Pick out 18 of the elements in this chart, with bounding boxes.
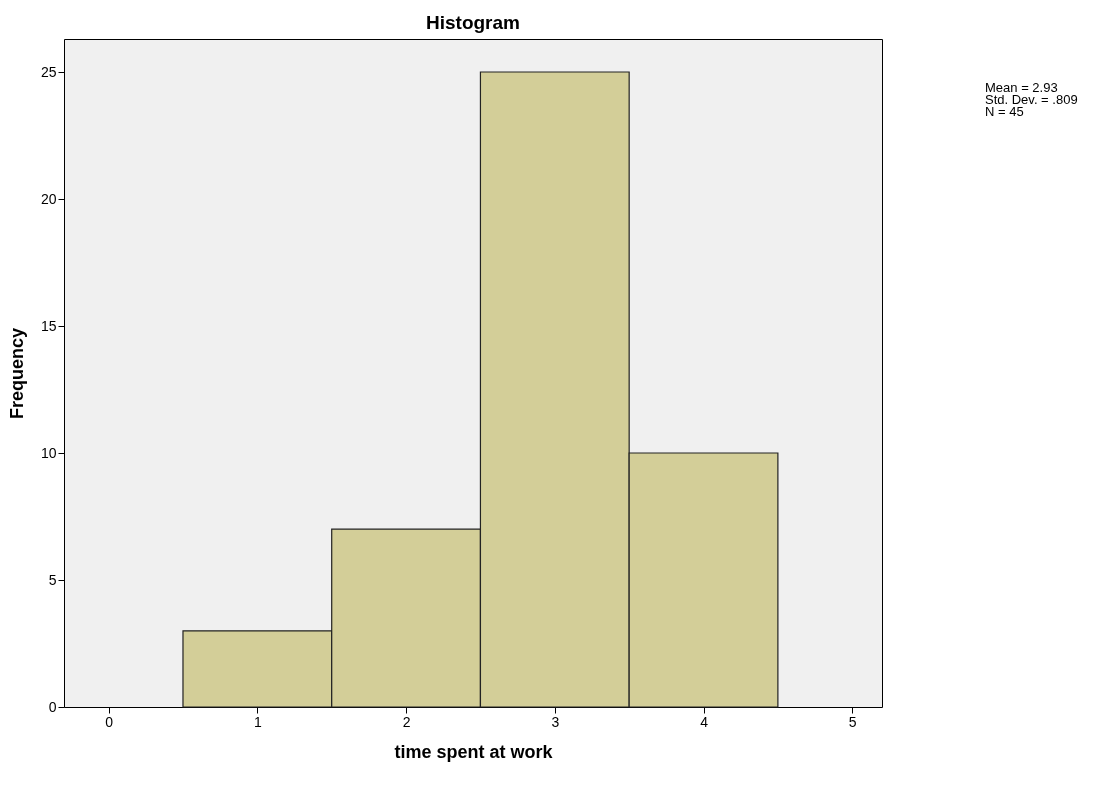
y-axis-title: Frequency xyxy=(6,327,27,420)
y-tick-label: 5 xyxy=(48,571,57,588)
y-tick-label: 15 xyxy=(40,317,57,334)
x-tick-label: 2 xyxy=(402,713,411,730)
text: N = 45 xyxy=(985,104,1025,119)
text: Mean = 2.93 xyxy=(985,80,1059,95)
x-tick-label: 0 xyxy=(105,713,114,730)
y-tick-label: 0 xyxy=(48,698,57,715)
x-axis-title: time spent at work xyxy=(394,741,554,762)
x-tick-label: 1 xyxy=(253,713,262,730)
x-tick-label: 5 xyxy=(848,713,857,730)
text: Std. Dev. = .809 xyxy=(985,92,1078,107)
chart-title: Histogram xyxy=(426,12,520,33)
x-tick-label: 4 xyxy=(700,713,709,730)
x-tick-label: 3 xyxy=(551,713,560,730)
y-tick-label: 10 xyxy=(40,444,57,461)
y-tick-label: 20 xyxy=(40,190,57,207)
y-tick-label: 25 xyxy=(40,63,57,80)
